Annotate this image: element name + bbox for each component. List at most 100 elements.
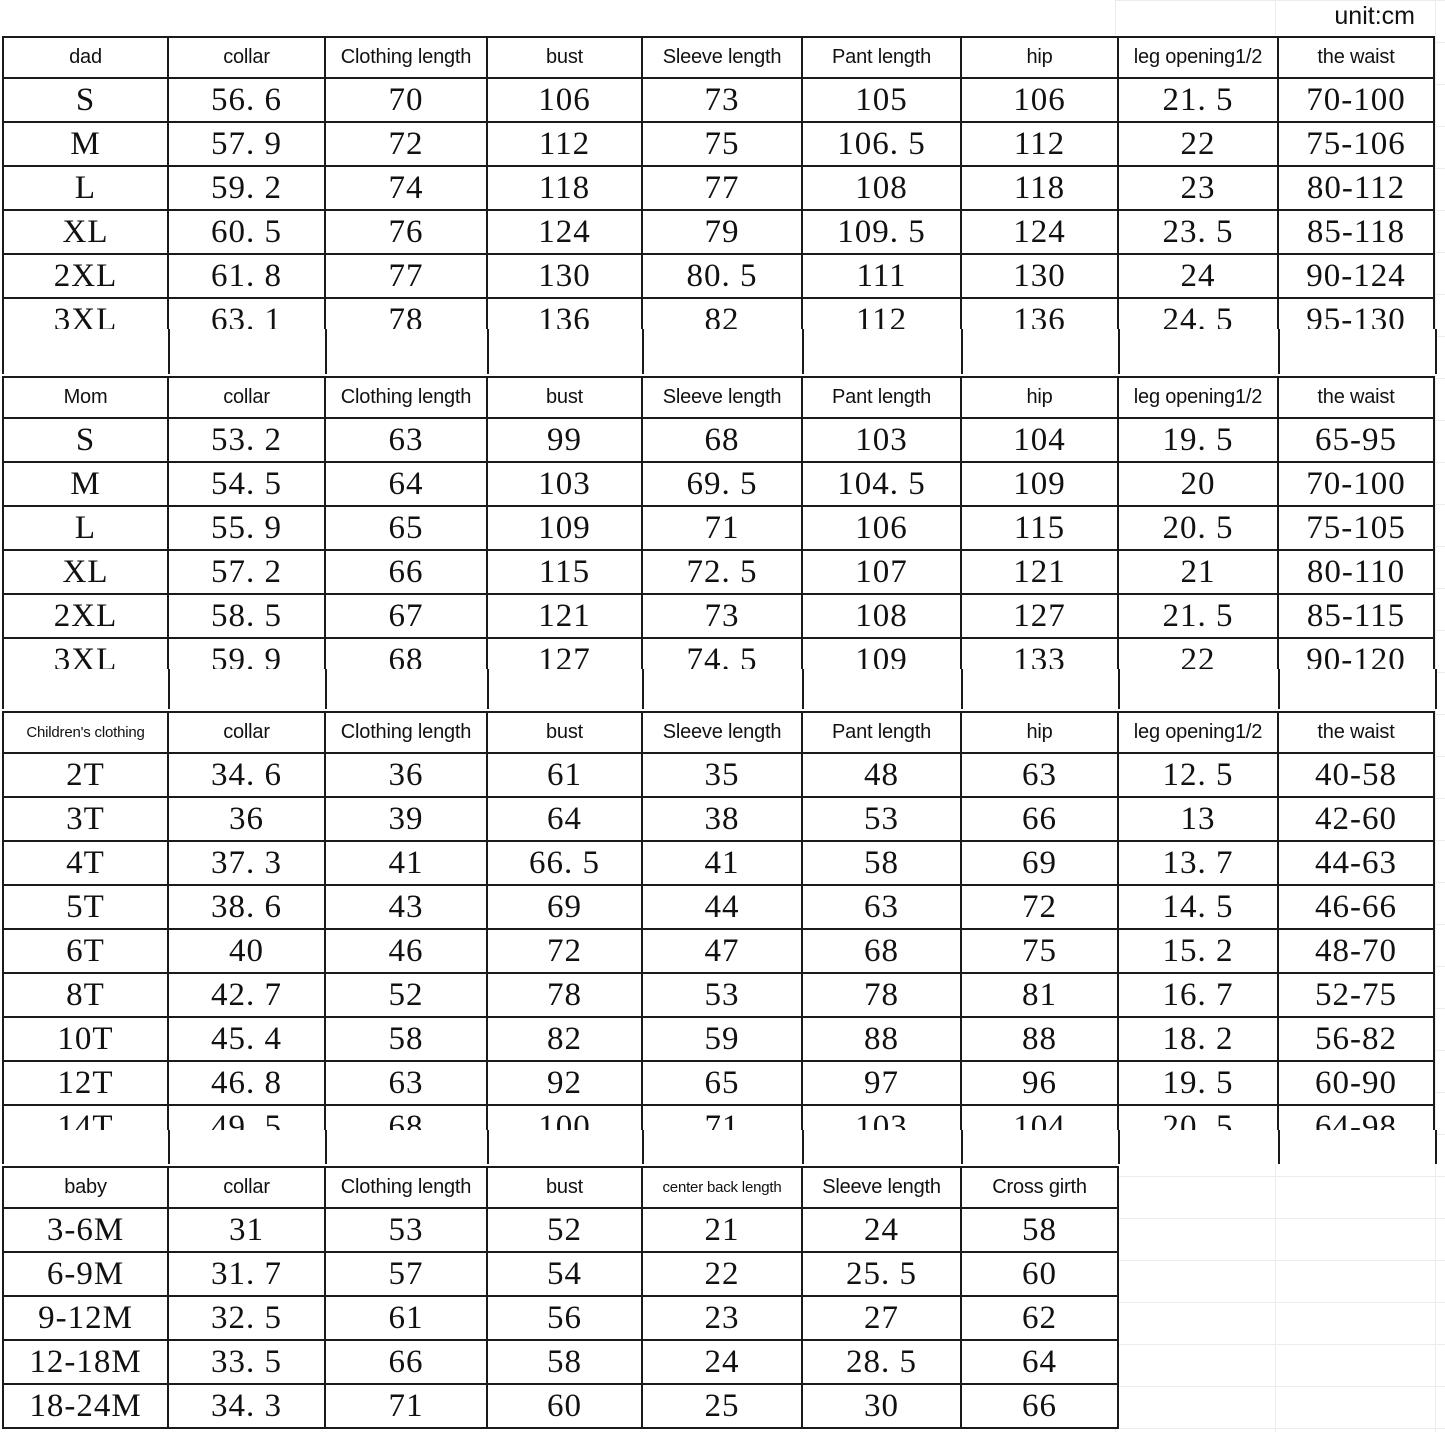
column-header: the waist <box>1277 36 1435 79</box>
spacer-gridline <box>802 1130 804 1164</box>
measurement-cell: 12. 5 <box>1117 752 1279 798</box>
spacer-gridline <box>1278 1130 1280 1164</box>
column-header: bust <box>486 1166 643 1209</box>
measurement-cell: 45. 4 <box>167 1016 326 1062</box>
column-header: hip <box>960 376 1119 419</box>
spacer-gridline <box>1278 329 1280 374</box>
measurement-cell: 92 <box>486 1060 643 1106</box>
measurement-cell: 72 <box>324 121 488 167</box>
measurement-cell: 81 <box>960 972 1119 1018</box>
measurement-cell: 66 <box>324 1339 488 1385</box>
measurement-cell: 32. 5 <box>167 1295 326 1341</box>
measurement-cell: 56 <box>486 1295 643 1341</box>
measurement-cell: 70-100 <box>1277 77 1435 123</box>
spacer-gridline <box>961 669 963 709</box>
measurement-cell: 64 <box>486 796 643 842</box>
table-row: 2XL 61. 8 77 130 80. 5 111 130 24 90-124 <box>2 253 1435 299</box>
table-row: 6-9M 31. 7 57 54 22 25. 5 60 <box>2 1251 1119 1297</box>
measurement-cell: 18. 2 <box>1117 1016 1279 1062</box>
measurement-cell: 23. 5 <box>1117 209 1279 255</box>
column-header: Sleeve length <box>641 376 803 419</box>
measurement-cell: 70-100 <box>1277 461 1435 507</box>
measurement-cell: 66 <box>324 549 488 595</box>
measurement-cell: 63 <box>324 1060 488 1106</box>
measurement-cell: 25. 5 <box>801 1251 962 1297</box>
measurement-cell: 34. 6 <box>167 752 326 798</box>
measurement-cell: 88 <box>801 1016 962 1062</box>
measurement-cell: 99 <box>486 417 643 463</box>
measurement-cell: 130 <box>960 253 1119 299</box>
measurement-cell: 56-82 <box>1277 1016 1435 1062</box>
column-header: Pant length <box>801 376 962 419</box>
measurement-cell: 72 <box>960 884 1119 930</box>
measurement-cell: 24 <box>641 1339 803 1385</box>
spacer-gridline <box>487 329 489 374</box>
measurement-cell: 19. 5 <box>1117 1060 1279 1106</box>
measurement-cell: 59. 2 <box>167 165 326 211</box>
measurement-cell: 106 <box>960 77 1119 123</box>
measurement-cell: 58 <box>324 1016 488 1062</box>
measurement-cell: 21 <box>1117 549 1279 595</box>
column-header: hip <box>960 711 1119 754</box>
measurement-cell: 22 <box>641 1251 803 1297</box>
measurement-cell: 112 <box>960 121 1119 167</box>
spacer-gridline <box>487 669 489 709</box>
measurement-cell: 67 <box>324 593 488 639</box>
measurement-cell: 42-60 <box>1277 796 1435 842</box>
spacer-gridline <box>642 669 644 709</box>
measurement-cell: 69. 5 <box>641 461 803 507</box>
spacer-gridline <box>961 1130 963 1164</box>
spacer-gridline <box>325 1130 327 1164</box>
measurement-cell: 106. 5 <box>801 121 962 167</box>
table-row: L 55. 9 65 109 71 106 115 20. 5 75-105 <box>2 505 1435 551</box>
measurement-cell: 15. 2 <box>1117 928 1279 974</box>
measurement-cell: 60 <box>960 1251 1119 1297</box>
column-header: center back length <box>641 1166 803 1209</box>
measurement-cell: 124 <box>486 209 643 255</box>
column-header: collar <box>167 36 326 79</box>
measurement-cell: 75-106 <box>1277 121 1435 167</box>
measurement-cell: 14. 5 <box>1117 884 1279 930</box>
size-label-cell: 2T <box>2 752 169 798</box>
measurement-cell: 63 <box>801 884 962 930</box>
size-label-cell: S <box>2 417 169 463</box>
measurement-cell: 80-112 <box>1277 165 1435 211</box>
measurement-cell: 109. 5 <box>801 209 962 255</box>
section-spacer-row <box>2 669 1437 709</box>
spacer-gridline <box>802 329 804 374</box>
measurement-cell: 24 <box>801 1207 962 1253</box>
measurement-cell: 53 <box>801 796 962 842</box>
table-row: 18-24M 34. 3 71 60 25 30 66 <box>2 1383 1119 1429</box>
size-label-cell: 2XL <box>2 593 169 639</box>
measurement-cell: 85-118 <box>1277 209 1435 255</box>
table-row: 6T 40 46 72 47 68 75 15. 2 48-70 <box>2 928 1435 974</box>
measurement-cell: 108 <box>801 593 962 639</box>
table-header-row: dad collar Clothing length bust Sleeve lengt… <box>2 36 1435 79</box>
measurement-cell: 79 <box>641 209 803 255</box>
measurement-cell: 52 <box>324 972 488 1018</box>
size-label-cell: M <box>2 121 169 167</box>
spacer-gridline <box>642 329 644 374</box>
measurement-cell: 42. 7 <box>167 972 326 1018</box>
measurement-cell: 52 <box>486 1207 643 1253</box>
measurement-cell: 63 <box>324 417 488 463</box>
table-row: 2T 34. 6 36 61 35 48 63 12. 5 40-58 <box>2 752 1435 798</box>
measurement-cell: 65-95 <box>1277 417 1435 463</box>
measurement-cell: 77 <box>641 165 803 211</box>
size-label-cell: 3-6M <box>2 1207 169 1253</box>
measurement-cell: 112 <box>486 121 643 167</box>
column-header: hip <box>960 36 1119 79</box>
spacer-gridline <box>1278 669 1280 709</box>
section-spacer-row <box>2 1130 1437 1164</box>
column-header: collar <box>167 1166 326 1209</box>
measurement-cell: 16. 7 <box>1117 972 1279 1018</box>
measurement-cell: 71 <box>324 1383 488 1429</box>
measurement-cell: 59 <box>641 1016 803 1062</box>
measurement-cell: 54. 5 <box>167 461 326 507</box>
measurement-cell: 60. 5 <box>167 209 326 255</box>
measurement-cell: 74 <box>324 165 488 211</box>
column-header: collar <box>167 376 326 419</box>
measurement-cell: 58 <box>801 840 962 886</box>
measurement-cell: 53 <box>324 1207 488 1253</box>
measurement-cell: 65 <box>324 505 488 551</box>
